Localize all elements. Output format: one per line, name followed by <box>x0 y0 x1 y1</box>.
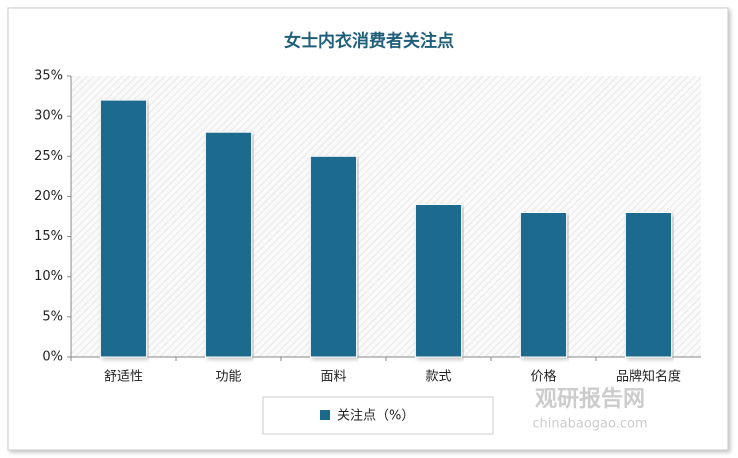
y-tick-label: 35% <box>34 69 63 84</box>
bar <box>414 203 463 358</box>
bar <box>204 131 253 358</box>
bar <box>309 155 358 358</box>
bar <box>99 99 148 358</box>
plot-area <box>71 76 701 357</box>
y-tick-label: 10% <box>34 269 63 284</box>
x-tick-label: 款式 <box>425 370 451 385</box>
legend-swatch <box>320 410 330 420</box>
x-tick-label: 功能 <box>215 370 241 385</box>
y-tick-label: 0% <box>42 350 63 365</box>
watermark: 观研报告网 <box>535 387 645 412</box>
watermark: chinabaogao.com <box>532 417 647 432</box>
legend <box>262 396 494 435</box>
x-tick-label: 面料 <box>320 370 346 385</box>
y-tick-label: 20% <box>34 189 63 204</box>
y-tick-label: 30% <box>34 109 63 124</box>
x-tick-label: 舒适性 <box>104 370 143 385</box>
y-tick-label: 25% <box>34 149 63 164</box>
x-tick-label: 品牌知名度 <box>616 369 681 385</box>
y-tick-label: 5% <box>42 309 63 324</box>
x-tick-label: 价格 <box>530 369 556 385</box>
chart-title: 女士内衣消费者关注点 <box>284 31 454 52</box>
legend-label: 关注点（%） <box>337 409 414 424</box>
bar <box>519 211 568 358</box>
y-tick-label: 15% <box>34 229 63 244</box>
bar <box>624 211 673 358</box>
